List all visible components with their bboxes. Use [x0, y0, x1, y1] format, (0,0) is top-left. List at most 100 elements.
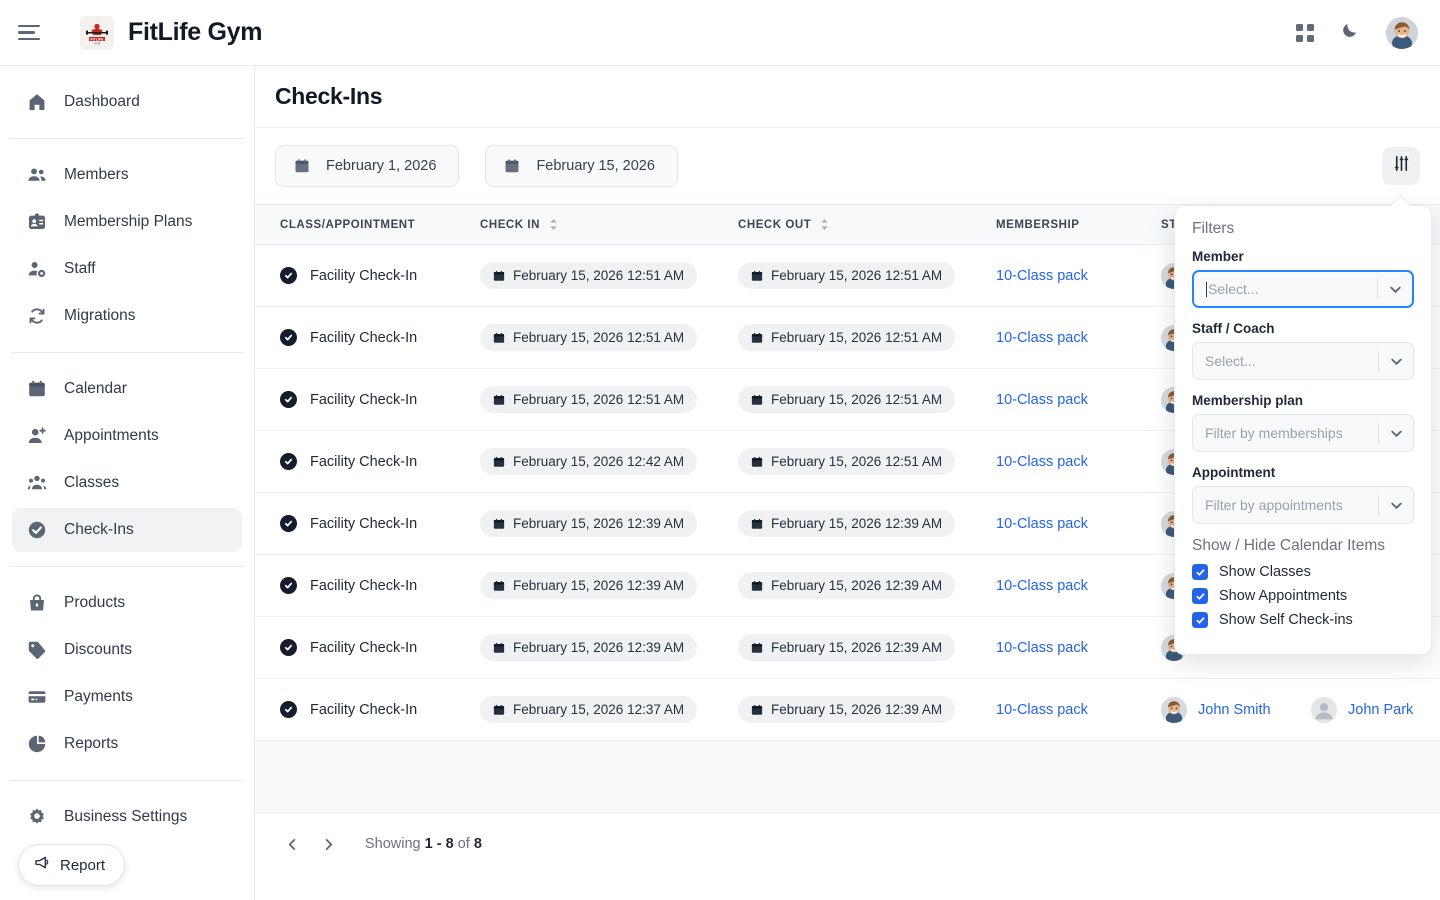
sidebar-divider	[10, 780, 244, 781]
sidebar-item-label: Membership Plans	[64, 213, 193, 230]
member-name[interactable]: John Park	[1348, 701, 1414, 718]
check-out-time: February 15, 2026 12:39 AM	[738, 510, 956, 537]
text-cursor	[1206, 282, 1207, 298]
sidebar-item-discounts[interactable]: Discounts	[12, 628, 242, 672]
cell-check-in: February 15, 2026 12:51 AM	[470, 368, 728, 431]
sidebar-item-business-settings[interactable]: Business Settings	[12, 795, 242, 839]
column-header-check-in[interactable]: CHECK IN	[470, 204, 728, 245]
appointment-filter-select[interactable]: Filter by appointments	[1192, 486, 1414, 524]
cell-check-out: February 15, 2026 12:39 AM	[728, 616, 986, 679]
check-circle-icon	[280, 639, 297, 656]
column-header-label: MEMBERSHIP	[996, 218, 1080, 231]
sort-icon[interactable]	[549, 218, 558, 231]
table-row[interactable]: Facility Check-In February 15, 2026 12:51…	[255, 306, 1440, 369]
user-avatar[interactable]	[1386, 16, 1418, 49]
class-name: Facility Check-In	[310, 329, 418, 346]
grid-apps-icon[interactable]	[1296, 23, 1314, 42]
sidebar-item-appointments[interactable]: Appointments	[12, 414, 242, 458]
chevron-down-icon[interactable]	[1379, 426, 1413, 441]
cell-member: John Park	[1301, 678, 1440, 741]
membership-link[interactable]: 10-Class pack	[996, 515, 1088, 532]
chevron-down-icon[interactable]	[1379, 354, 1413, 369]
membership-plan-filter-placeholder: Filter by memberships	[1205, 425, 1343, 441]
sidebar-item-payments[interactable]: Payments	[12, 675, 242, 719]
calendar-icon	[493, 270, 505, 282]
member-filter-select[interactable]: Select...	[1192, 270, 1414, 308]
check-circle-icon	[280, 453, 297, 470]
check-in-time: February 15, 2026 12:51 AM	[480, 386, 698, 413]
checkbox-show-classes[interactable]: Show Classes	[1192, 564, 1414, 580]
calendar-icon	[504, 158, 520, 174]
cell-class-appointment: Facility Check-In	[255, 306, 470, 369]
toolbar: February 1, 2026 February 15, 2026	[255, 128, 1440, 204]
cell-class-appointment: Facility Check-In	[255, 368, 470, 431]
chevron-down-icon[interactable]	[1379, 498, 1413, 513]
table-row[interactable]: Facility Check-In February 15, 2026 12:37…	[255, 678, 1440, 741]
cell-staff: John Smith	[1151, 678, 1301, 741]
cell-membership: 10-Class pack	[986, 244, 1151, 307]
filter-toggle-button[interactable]	[1382, 147, 1420, 185]
end-date-picker[interactable]: February 15, 2026	[485, 145, 678, 187]
sidebar-item-staff[interactable]: Staff	[12, 247, 242, 291]
membership-link[interactable]: 10-Class pack	[996, 453, 1088, 470]
checkbox-show-self-check-ins[interactable]: Show Self Check-ins	[1192, 612, 1414, 628]
chevron-down-icon[interactable]	[1378, 282, 1412, 297]
check-in-time: February 15, 2026 12:39 AM	[480, 572, 698, 599]
checkbox-checked-icon	[1192, 564, 1208, 580]
user-plus-icon	[26, 425, 48, 447]
sidebar-item-dashboard[interactable]: Dashboard	[12, 80, 242, 124]
calendar-icon	[751, 394, 763, 406]
refresh-sync-icon	[26, 305, 48, 327]
column-header-check-out[interactable]: CHECK OUT	[728, 204, 986, 245]
sidebar-item-membership-plans[interactable]: Membership Plans	[12, 200, 242, 244]
sidebar-item-classes[interactable]: Classes	[12, 461, 242, 505]
membership-link[interactable]: 10-Class pack	[996, 391, 1088, 408]
staff-filter-select[interactable]: Select...	[1192, 342, 1414, 380]
cell-check-in: February 15, 2026 12:42 AM	[470, 430, 728, 493]
sidebar-item-label: Calendar	[64, 380, 127, 397]
membership-link[interactable]: 10-Class pack	[996, 577, 1088, 594]
sidebar-item-reports[interactable]: Reports	[12, 722, 242, 766]
membership-plan-filter-label: Membership plan	[1192, 393, 1304, 408]
cell-membership: 10-Class pack	[986, 554, 1151, 617]
sidebar-item-label: Check-Ins	[64, 521, 134, 538]
report-button[interactable]: Report	[18, 844, 126, 886]
start-date-picker[interactable]: February 1, 2026	[275, 145, 460, 187]
cell-membership: 10-Class pack	[986, 616, 1151, 679]
checkbox-show-appointments[interactable]: Show Appointments	[1192, 588, 1414, 604]
membership-link[interactable]: 10-Class pack	[996, 267, 1088, 284]
pagination-range: 1 - 8	[424, 836, 454, 852]
check-circle-icon	[280, 267, 297, 284]
sort-icon[interactable]	[820, 218, 829, 231]
member-filter-label: Member	[1192, 249, 1244, 264]
cell-check-in: February 15, 2026 12:51 AM	[470, 244, 728, 307]
sidebar-item-check-ins[interactable]: Check-Ins	[12, 508, 242, 552]
staff-filter-placeholder: Select...	[1205, 353, 1256, 369]
pagination-showing-prefix: Showing	[365, 836, 425, 852]
cell-class-appointment: Facility Check-In	[255, 616, 470, 679]
membership-link[interactable]: 10-Class pack	[996, 701, 1088, 718]
member-filter-placeholder: Select...	[1206, 280, 1259, 298]
sidebar-group: Calendar Appointments Classes Check-Ins	[0, 367, 254, 552]
column-header-label: CLASS/APPOINTMENT	[280, 218, 416, 231]
check-out-time: February 15, 2026 12:39 AM	[738, 572, 956, 599]
cell-check-in: February 15, 2026 12:39 AM	[470, 554, 728, 617]
sidebar-item-members[interactable]: Members	[12, 153, 242, 197]
membership-link[interactable]: 10-Class pack	[996, 329, 1088, 346]
sidebar-item-calendar[interactable]: Calendar	[12, 367, 242, 411]
pagination-next-button[interactable]	[313, 829, 343, 859]
id-card-icon	[26, 211, 48, 233]
staff-name[interactable]: John Smith	[1198, 701, 1271, 718]
cell-check-out: February 15, 2026 12:51 AM	[728, 430, 986, 493]
sidebar-item-migrations[interactable]: Migrations	[12, 294, 242, 338]
hamburger-menu-icon[interactable]	[18, 18, 48, 48]
membership-plan-filter-select[interactable]: Filter by memberships	[1192, 414, 1414, 452]
moon-dark-mode-icon[interactable]	[1340, 20, 1360, 45]
membership-link[interactable]: 10-Class pack	[996, 639, 1088, 656]
column-header-label: CHECK OUT	[738, 218, 812, 231]
pagination-prev-button[interactable]	[277, 829, 307, 859]
calendar-icon	[751, 270, 763, 282]
sidebar-item-label: Payments	[64, 688, 133, 705]
sidebar-item-products[interactable]: Products	[12, 581, 242, 625]
home-icon	[26, 91, 48, 113]
